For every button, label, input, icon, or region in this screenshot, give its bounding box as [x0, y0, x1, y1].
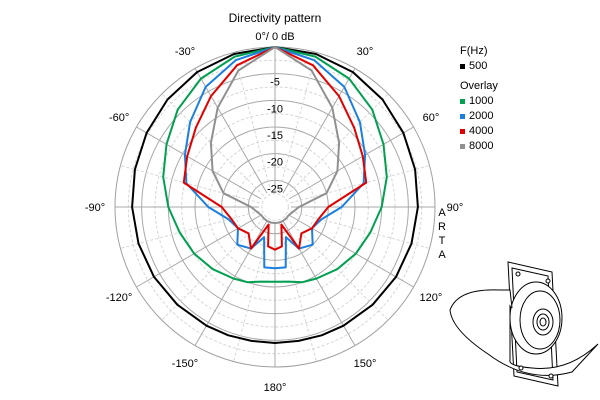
grid-spoke: [194, 68, 268, 194]
radial-tick-label: -20: [267, 157, 283, 169]
watermark-letter: A: [438, 249, 446, 261]
series-line-500: [131, 46, 419, 344]
grid-spoke: [233, 52, 272, 192]
arta-watermark: A R T A: [436, 206, 448, 262]
legend-label: 500: [469, 60, 488, 72]
series-layer: [131, 46, 419, 344]
polar-grid: [114, 46, 436, 368]
grid-spoke: [288, 126, 414, 200]
legend-swatch: [460, 144, 465, 149]
grid-spoke: [120, 165, 260, 204]
grid-spoke: [282, 220, 356, 346]
legend-swatch: [460, 99, 465, 104]
angle-tick-label: -120°: [106, 292, 132, 304]
legend-item-8000: 8000: [460, 139, 498, 154]
angle-tick-label: 30°: [357, 46, 374, 58]
angle-tick-label: 120°: [420, 292, 443, 304]
angle-tick-label: -90°: [85, 202, 105, 214]
watermark-letter: A: [438, 207, 446, 219]
series-line-1000: [162, 46, 388, 284]
angle-tick-label: 150°: [354, 358, 377, 370]
angle-tick-label: 90°: [447, 202, 464, 214]
angle-tick-label: -60°: [109, 112, 129, 124]
grid-spoke: [290, 210, 430, 249]
radial-tick-label: -25: [267, 183, 283, 195]
angle-tick-label: -30°: [175, 46, 195, 58]
grid-circle: [261, 193, 289, 221]
legend-label: 8000: [469, 140, 494, 152]
radial-unit-label: 0°/ 0 dB: [255, 31, 294, 43]
radial-tick-label: -10: [267, 103, 283, 115]
angle-tick-label: 60°: [423, 112, 440, 124]
radial-tick-label: -5: [270, 77, 280, 89]
grid-spoke: [278, 52, 317, 192]
angle-tick-label: -150°: [172, 358, 198, 370]
legend-item-4000: 4000: [460, 124, 498, 139]
grid-spoke: [290, 165, 430, 204]
legend-title: F(Hz): [460, 45, 488, 57]
grid-spoke: [288, 214, 414, 288]
series-line-4000: [182, 46, 368, 251]
grid-spoke: [136, 214, 262, 288]
legend-swatch: [460, 114, 465, 119]
grid-spoke: [282, 68, 356, 194]
legend-overlay-title: Overlay: [460, 80, 498, 92]
grid-spoke: [161, 93, 265, 197]
legend-swatch: [460, 129, 465, 134]
legend-swatch: [460, 64, 465, 69]
legend-item-2000: 2000: [460, 109, 498, 124]
series-line-8000: [209, 46, 341, 224]
legend-item-500: 500: [460, 59, 498, 74]
angle-tick-label: 180°: [264, 382, 287, 394]
watermark-letter: R: [438, 221, 446, 233]
radial-tick-label: -15: [267, 130, 283, 142]
grid-spoke: [285, 93, 389, 197]
legend-item-1000: 1000: [460, 94, 498, 109]
speaker-illustration: [449, 261, 599, 387]
grid-spoke: [194, 220, 268, 346]
watermark-letter: T: [438, 235, 446, 247]
grid-spoke: [120, 210, 260, 249]
tick-labels: 0°/ 0 dB -5 -10 -15 -20 -25 -30° 30° -60° 60° -90…: [85, 31, 463, 394]
grid-spoke: [136, 126, 262, 200]
legend-label: 1000: [469, 95, 494, 107]
legend-label: 2000: [469, 110, 494, 122]
legend-label: 4000: [469, 125, 494, 137]
legend: F(Hz) 500 Overlay 1000 2000 4000 8000: [460, 44, 498, 154]
chart-title: Directivity pattern: [229, 11, 322, 25]
